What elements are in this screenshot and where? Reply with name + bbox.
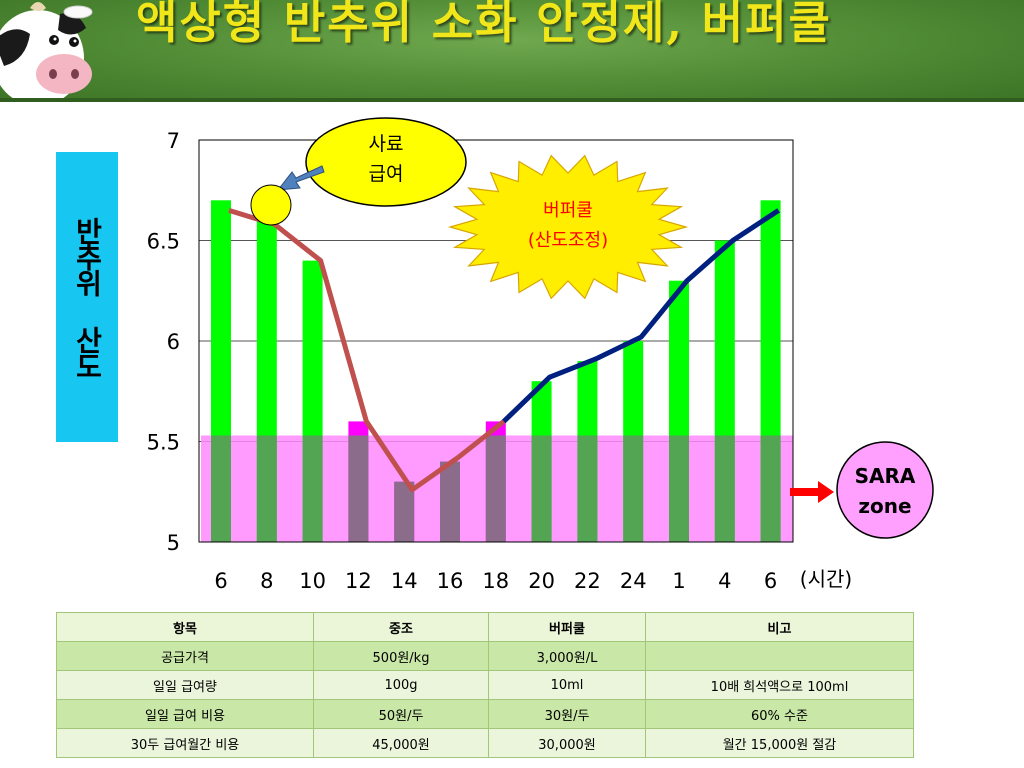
header-banner: 액상형 반추위 소화 안정제, 버퍼쿨 [0, 0, 1024, 102]
sara-circle [836, 441, 934, 539]
table-cell: 100g [313, 670, 489, 700]
x-tick-label: 16 [437, 569, 464, 593]
bar-overlap [485, 435, 506, 542]
y-ticks: 5 5.5 6 6.5 7 [147, 129, 180, 555]
feed-callout-line1: 사료 [369, 133, 404, 155]
table-cell: 10배 희석액으로 100ml [645, 670, 914, 700]
feed-marker-circle [250, 184, 292, 226]
bar-overlap [669, 435, 689, 542]
table-row: 일일 급여 비용 50원/두 30원/두 60% 수준 [56, 699, 914, 729]
buffer-starburst [447, 154, 689, 300]
y-axis-label: 반추위 산도 [71, 216, 104, 378]
bar-overlap [394, 481, 415, 542]
sara-callout: SARA zone [836, 441, 934, 539]
buffer-callout-line2: (산도조정) [528, 230, 608, 251]
table-header-cell: 비고 [645, 612, 914, 642]
table-cell: 50원/두 [313, 699, 489, 729]
bar-overlap [760, 435, 781, 542]
feed-callout-bubble [305, 117, 467, 207]
plot-frame [198, 139, 794, 543]
table-row: 30두 급여월간 비용 45,000원 30,000원 월간 15,000원 절… [56, 728, 914, 758]
bar-overlap [211, 435, 231, 542]
page-title: 액상형 반추위 소화 안정제, 버퍼쿨 [136, 0, 832, 49]
x-tick-label: 4 [718, 569, 731, 593]
table-cell: 일일 급여 비용 [56, 699, 314, 729]
table-row: 공급가격 500원/kg 3,000원/L [56, 641, 914, 671]
bar-overlap [348, 435, 369, 542]
x-tick-label: 14 [391, 569, 418, 593]
table-cell: 30원/두 [488, 699, 646, 729]
x-tick-label: 20 [528, 569, 555, 593]
table-header-cell: 중조 [313, 612, 489, 642]
feed-callout-line2: 급여 [369, 163, 404, 185]
x-tick-label: 1 [672, 569, 685, 593]
x-tick-label: 6 [214, 569, 227, 593]
bar-overlap [531, 435, 552, 542]
sara-line1: SARA [855, 464, 916, 488]
bar-overlap [714, 435, 735, 542]
y-tick-label: 6 [167, 330, 180, 354]
bar-overlap [302, 435, 323, 542]
ph-line-recovery [502, 208, 780, 424]
table-cell [645, 641, 914, 671]
table-header-row: 항목 중조 버퍼쿨 비고 [56, 612, 914, 642]
sara-arrow-icon [790, 481, 834, 503]
bars [211, 200, 781, 543]
x-ticks: 6 8 10 12 14 16 18 20 22 24 1 4 6 [214, 569, 777, 593]
buffer-callout: 버퍼쿨 (산도조정) [447, 154, 689, 300]
x-tick-label: 22 [574, 569, 601, 593]
x-tick-label: 18 [482, 569, 509, 593]
x-tick-label: 8 [260, 569, 273, 593]
table-cell: 60% 수준 [645, 699, 914, 729]
table-header-cell: 버퍼쿨 [488, 612, 646, 642]
x-tick-label: 10 [299, 569, 326, 593]
table-cell: 45,000원 [313, 728, 489, 758]
table-cell: 10ml [488, 670, 646, 700]
bar-overlap [577, 435, 598, 542]
y-axis-label-box: 반추위 산도 [56, 152, 118, 442]
cow-icon [0, 2, 93, 102]
buffer-callout-line1: 버퍼쿨 [543, 200, 593, 221]
y-tick-label: 7 [167, 129, 180, 153]
table-header-cell: 항목 [56, 612, 314, 642]
table-cell: 30두 급여월간 비용 [56, 728, 314, 758]
sara-line2: zone [858, 494, 911, 518]
x-tick-label: 12 [345, 569, 372, 593]
bar-overlap [440, 461, 460, 542]
feed-callout: 사료 급여 [305, 117, 467, 207]
table-cell: 500원/kg [313, 641, 489, 671]
bar-overlap [623, 435, 644, 542]
x-tick-label: 24 [620, 569, 647, 593]
y-tick-label: 6.5 [147, 230, 180, 254]
table-cell: 30,000원 [488, 728, 646, 758]
feed-arrow-icon [276, 165, 325, 191]
table-cell: 일일 급여량 [56, 670, 314, 700]
ph-chart: 55.566.57 6 8 10 12 14 16 18 20 22 24 1 4 6 (시간) 사료 … [147, 117, 934, 593]
table-row: 일일 급여량 100g 10ml 10배 희석액으로 100ml [56, 670, 914, 700]
y-tick-label: 5.5 [147, 431, 180, 455]
x-tick-label: 6 [764, 569, 777, 593]
bar-overlap [256, 435, 277, 542]
cost-comparison-table: 항목 중조 버퍼쿨 비고 공급가격 500원/kg 3,000원/L 일일 급여… [56, 612, 914, 758]
table-cell: 월간 15,000원 절감 [645, 728, 914, 758]
table-cell: 3,000원/L [488, 641, 646, 671]
table-cell: 공급가격 [56, 641, 314, 671]
x-axis-label: (시간) [800, 567, 852, 591]
y-tick-label: 5 [167, 531, 180, 555]
